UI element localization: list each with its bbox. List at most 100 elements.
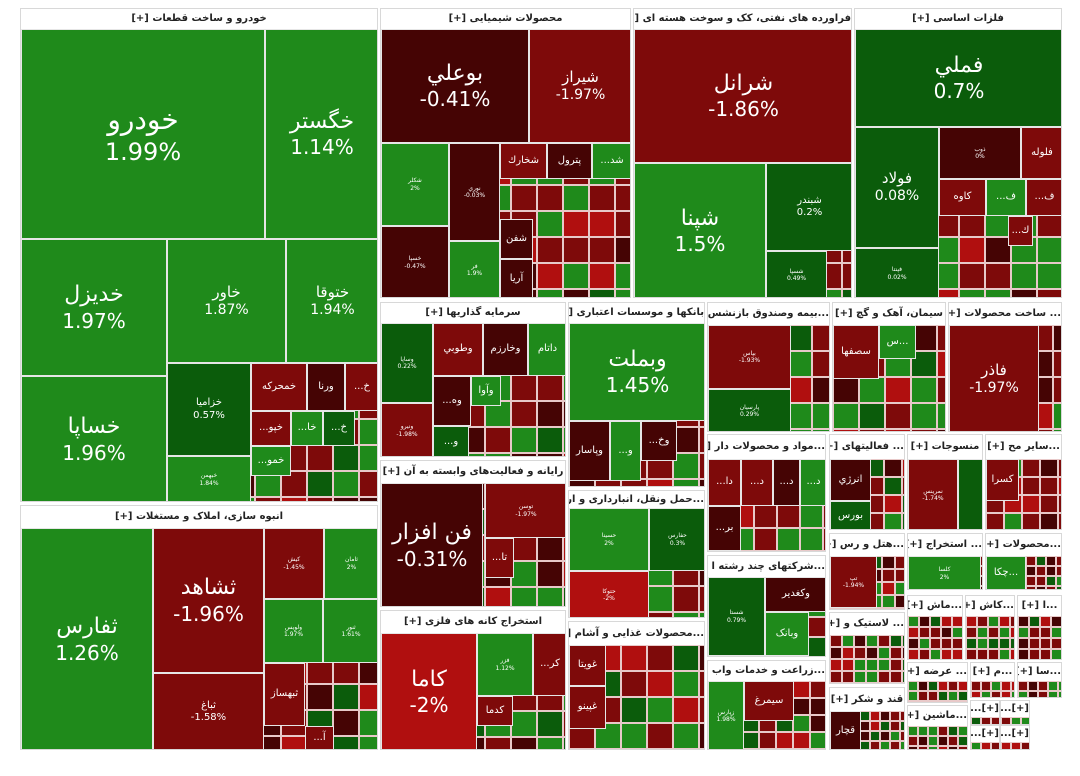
stock-tile-small[interactable] [1018,649,1029,659]
stock-tile-small[interactable] [977,616,988,627]
sector-title[interactable]: [+]... [971,726,999,742]
stock-tile[interactable]: کلسا 2% [908,556,981,589]
sector-block[interactable]: [+]... [1000,700,1030,725]
stock-tile-small[interactable] [895,595,904,608]
stock-tile-small[interactable] [1001,691,1011,697]
stock-tile[interactable]: توسن -1.97% [485,483,565,538]
stock-tile-small[interactable] [830,671,842,683]
stock-tile-small[interactable] [511,737,537,749]
stock-tile-small[interactable] [988,616,999,627]
sector-title[interactable]: ...زراعت و خدمات واب [+] [708,661,825,681]
stock-tile-small[interactable] [485,427,511,453]
stock-tile-small[interactable] [699,612,704,617]
stock-tile-small[interactable] [699,749,705,750]
stock-tile-small[interactable] [1038,691,1048,697]
stock-tile-small[interactable] [930,627,941,638]
stock-tile-small[interactable] [673,723,699,749]
stock-tile-small[interactable] [563,185,589,211]
stock-tile-small[interactable] [1053,325,1061,351]
stock-tile-small[interactable] [808,637,825,656]
stock-tile-small[interactable] [1011,681,1014,691]
sector-block[interactable]: ...ماش [+] [907,595,963,660]
stock-tile-small[interactable] [1018,691,1028,697]
stock-tile-small[interactable] [966,638,977,649]
stock-tile-small[interactable] [742,749,759,750]
stock-tile-small[interactable] [908,627,919,638]
stock-tile-small[interactable] [911,377,937,403]
stock-tile-small[interactable] [895,569,904,582]
sector-block[interactable]: فلزات اساسی [+] فملي 0.7% فولاد 0.08% ذوب 0% فل… [854,8,1062,298]
stock-tile-small[interactable] [808,617,825,637]
stock-tile-small[interactable] [333,497,359,501]
stock-tile-small[interactable] [869,608,882,609]
stock-tile-small[interactable] [1058,691,1061,697]
stock-tile-small[interactable] [1011,742,1021,749]
stock-tile-small[interactable] [890,731,900,741]
stock-tile[interactable]: شخارك [500,143,547,179]
sector-block[interactable]: بانکها و موسسات اعتباری [+] وبملت 1.45% وپا… [568,302,705,487]
stock-tile-small[interactable] [1056,576,1061,586]
stock-tile-small[interactable] [1037,289,1061,297]
sector-title[interactable]: رایانه و فعالیت‌های وابسته به آن [+] [381,461,565,483]
stock-tile-small[interactable] [878,671,890,683]
stock-tile-small[interactable] [833,377,859,403]
stock-tile[interactable]: فملي 0.7% [855,29,1061,127]
sector-title[interactable]: ...شرکتهای چند رشته ا [+] [708,556,825,577]
stock-tile-small[interactable] [1029,649,1040,659]
stock-tile-small[interactable] [621,645,647,671]
stock-tile-small[interactable] [485,587,511,606]
stock-tile-small[interactable] [1046,586,1056,589]
sector-title[interactable]: [+]... [1001,701,1029,717]
stock-tile-small[interactable] [908,701,918,702]
stock-tile[interactable]: بر... [708,506,741,551]
stock-tile-small[interactable] [880,741,890,749]
stock-tile-small[interactable] [866,683,878,684]
stock-tile-small[interactable] [754,551,777,552]
stock-tile[interactable]: خبهمن 1.84% [167,456,251,501]
stock-tile-small[interactable] [1037,237,1061,263]
stock-tile[interactable]: خساپا 1.96% [21,376,167,501]
stock-tile-small[interactable] [1051,627,1061,638]
stock-tile-small[interactable] [673,586,699,612]
stock-tile-small[interactable] [937,403,945,429]
stock-tile-small[interactable] [1048,691,1058,697]
sector-title[interactable]: ...ماشین [+] [908,706,967,726]
sector-block[interactable]: [+]... [1000,725,1030,750]
stock-tile[interactable]: وکغدیر [765,577,825,612]
sector-block[interactable]: ... فعالیتهای [+] انرژي بورس [829,434,905,530]
stock-tile-small[interactable] [885,403,911,429]
stock-tile[interactable]: وبانک [765,612,809,656]
stock-tile-small[interactable] [823,551,826,552]
sector-title[interactable]: ...حمل ونقل، انبارداری و ار [+] [569,491,704,508]
stock-tile-small[interactable] [699,586,704,612]
stock-tile-small[interactable] [928,746,938,749]
stock-tile-small[interactable] [810,698,825,715]
stock-tile[interactable]: فاذر -1.97% [949,325,1039,431]
stock-tile[interactable]: خ... [345,363,377,411]
sector-block[interactable]: ...ماشین [+] [907,705,968,750]
stock-tile-small[interactable] [1040,495,1058,513]
stock-tile-small[interactable] [854,647,866,659]
stock-tile-small[interactable] [699,645,704,671]
stock-tile-small[interactable] [938,726,948,736]
sector-title[interactable]: ... ساخت محصولات [+] [949,303,1061,325]
stock-tile-small[interactable] [870,741,880,749]
stock-tile-small[interactable] [830,608,843,609]
stock-tile-small[interactable] [812,377,829,403]
stock-tile[interactable]: آريا [500,259,533,297]
stock-tile-small[interactable] [810,715,825,732]
stock-tile-small[interactable] [708,749,725,750]
stock-tile-small[interactable] [699,427,704,453]
sector-block[interactable]: منسوجات [+] نمرینس -1.74% [907,434,983,530]
stock-tile[interactable]: کاما -2% [381,633,477,749]
stock-tile-small[interactable] [537,401,563,427]
stock-tile-small[interactable] [999,616,1010,627]
stock-tile-small[interactable] [1011,717,1021,724]
stock-tile[interactable]: خاور 1.87% [167,239,286,363]
stock-tile[interactable]: شکلر 2% [381,143,449,226]
stock-tile-small[interactable] [860,721,870,731]
stock-tile[interactable]: حفارس 0.3% [649,508,704,571]
stock-tile-small[interactable] [890,741,900,749]
stock-tile-small[interactable] [673,671,699,697]
stock-tile-small[interactable] [812,325,829,351]
